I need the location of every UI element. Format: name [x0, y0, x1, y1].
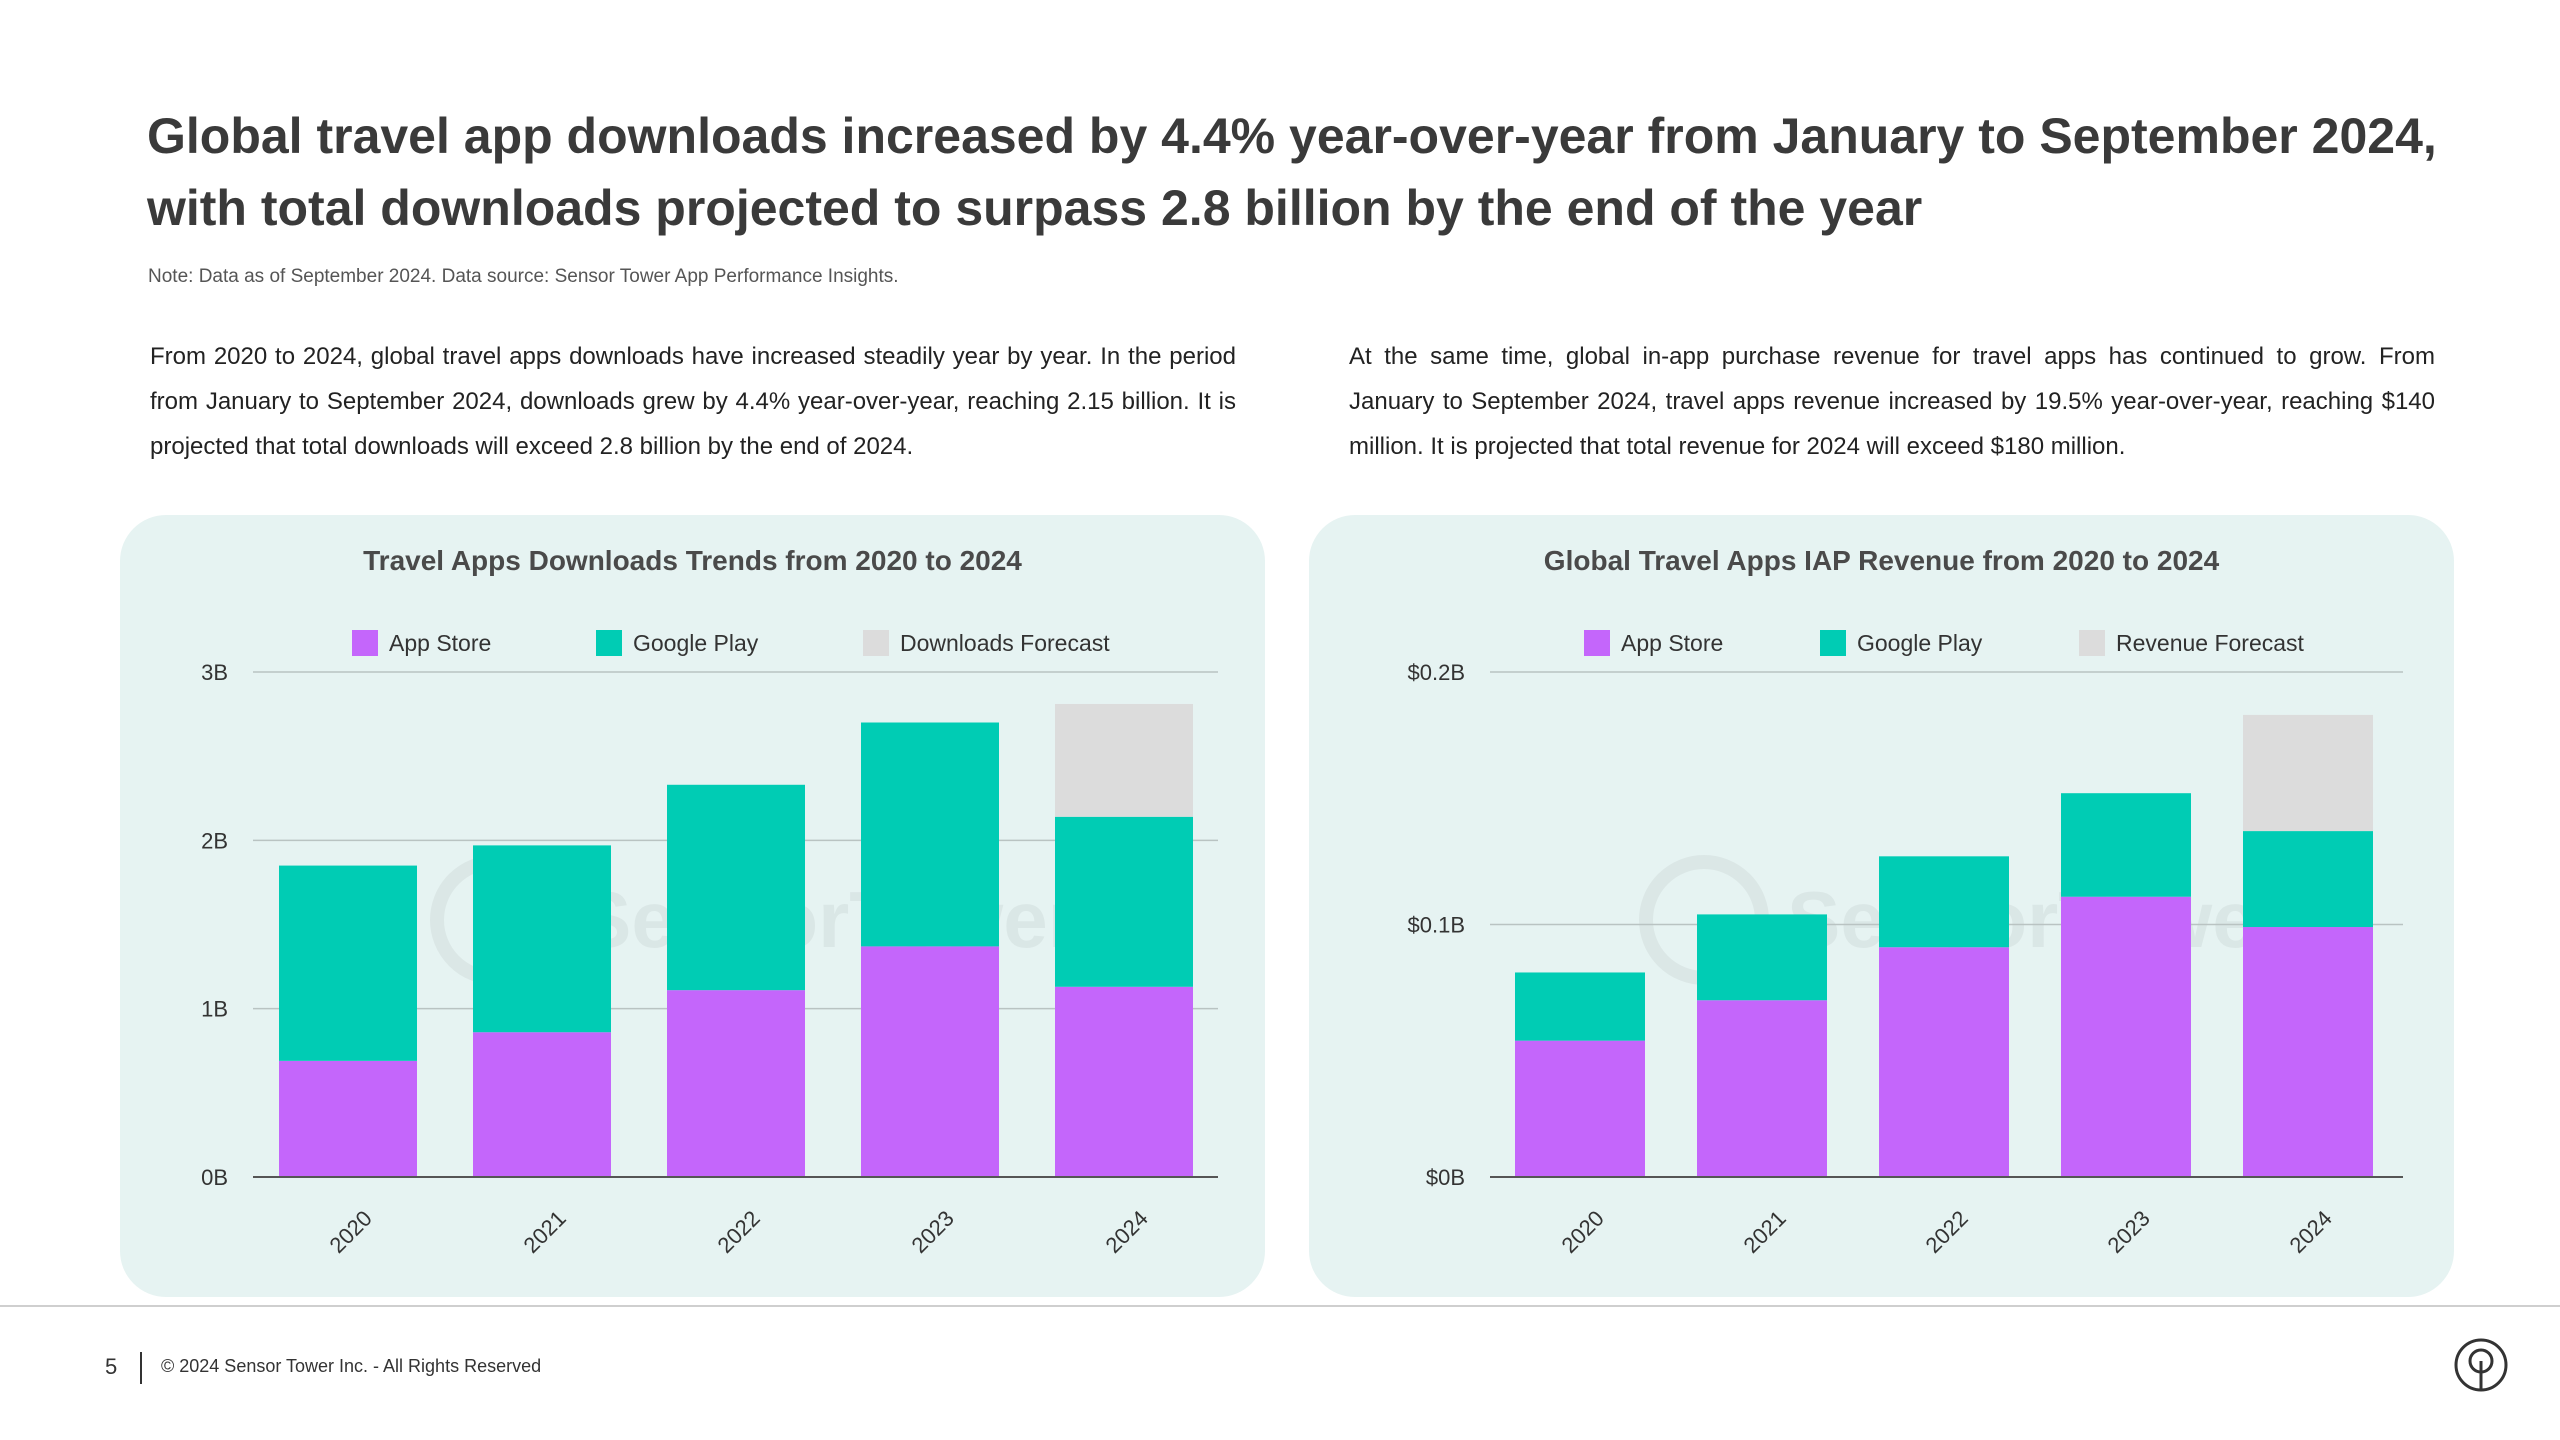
legend-label: Google Play	[633, 629, 759, 656]
bar-google-play-2023	[2061, 793, 2191, 897]
bar-google-play-2024	[2243, 831, 2373, 928]
legend-swatch-forecast	[2079, 630, 2105, 656]
bar-app-store-2022	[1879, 947, 2009, 1177]
bar-app-store-2023	[861, 946, 999, 1177]
legend-item-google-play: Google Play	[596, 623, 758, 663]
bar-google-play-2020	[1515, 972, 1645, 1041]
downloads-chart-panel: SensorTower Travel Apps Downloads Trends…	[120, 515, 1265, 1297]
x-tick-label: 2020	[1557, 1206, 1609, 1258]
bar-app-store-2024	[2243, 927, 2373, 1177]
y-tick-label: $0.1B	[1408, 913, 1466, 938]
bar-google-play-2021	[473, 845, 611, 1033]
legend-label: App Store	[1621, 629, 1724, 656]
copyright: © 2024 Sensor Tower Inc. - All Rights Re…	[161, 1356, 542, 1376]
legend-label: Google Play	[1857, 629, 1983, 656]
legend-item-forecast: Revenue Forecast	[2079, 623, 2304, 663]
bar-app-store-2024	[1055, 986, 1193, 1177]
bar-downloads-forecast-2024	[1055, 703, 1193, 817]
headline: Global travel app downloads increased by…	[147, 108, 2437, 236]
legend-swatch-forecast	[863, 630, 889, 656]
legend-item-forecast: Downloads Forecast	[863, 623, 1110, 663]
x-tick-label: 2022	[713, 1206, 765, 1258]
bar-google-play-2021	[1697, 914, 1827, 1001]
x-tick-label: 2021	[519, 1206, 571, 1258]
bar-google-play-2023	[861, 722, 999, 947]
footer-separator	[140, 1352, 142, 1384]
y-tick-label: 0B	[201, 1165, 228, 1190]
bar-google-play-2022	[667, 784, 805, 991]
y-tick-label: 2B	[201, 828, 228, 853]
footer-divider	[0, 1305, 2560, 1307]
bar-app-store-2021	[1697, 1000, 1827, 1177]
downloads-legend: App Store Google Play Downloads Forecast	[120, 623, 1265, 663]
legend-swatch-app-store	[352, 630, 378, 656]
bar-google-play-2024	[1055, 816, 1193, 987]
bar-app-store-2021	[473, 1032, 611, 1177]
data-source-note: Note: Data as of September 2024. Data so…	[148, 266, 899, 287]
legend-item-app-store: App Store	[1584, 623, 1723, 663]
downloads-chart-title: Travel Apps Downloads Trends from 2020 t…	[363, 545, 1022, 576]
page-number: 5	[105, 1354, 118, 1379]
x-tick-label: 2020	[325, 1206, 377, 1258]
y-tick-label: 1B	[201, 997, 228, 1022]
y-tick-label: $0.2B	[1408, 660, 1466, 685]
legend-label: Downloads Forecast	[900, 629, 1110, 656]
revenue-chart-title: Global Travel Apps IAP Revenue from 2020…	[1543, 545, 2220, 576]
bar-app-store-2022	[667, 990, 805, 1177]
x-tick-label: 2023	[2103, 1206, 2155, 1258]
legend-label: Revenue Forecast	[2116, 629, 2304, 656]
legend-item-google-play: Google Play	[1820, 623, 1982, 663]
bar-revenue-forecast-2024	[2243, 714, 2373, 832]
legend-item-app-store: App Store	[352, 623, 491, 663]
bar-app-store-2023	[2061, 896, 2191, 1177]
legend-label: App Store	[389, 629, 492, 656]
x-tick-label: 2021	[1739, 1206, 1791, 1258]
bar-google-play-2020	[279, 865, 417, 1061]
x-tick-label: 2022	[1921, 1206, 1973, 1258]
downloads-chart: 0B 1B 2B 3B 2020 2021 2022 2023 2024	[201, 660, 1218, 1258]
revenue-paragraph: At the same time, global in-app purchase…	[1349, 343, 2435, 460]
revenue-legend: App Store Google Play Revenue Forecast	[1309, 623, 2454, 663]
legend-swatch-app-store	[1584, 630, 1610, 656]
x-tick-label: 2024	[1101, 1206, 1153, 1258]
bar-app-store-2020	[1515, 1040, 1645, 1177]
legend-swatch-google-play	[596, 630, 622, 656]
y-tick-label: $0B	[1426, 1165, 1465, 1190]
bar-google-play-2022	[1879, 856, 2009, 948]
legend-swatch-google-play	[1820, 630, 1846, 656]
x-tick-label: 2023	[907, 1206, 959, 1258]
x-tick-label: 2024	[2285, 1206, 2337, 1258]
sensor-tower-logo-icon	[2454, 1338, 2508, 1392]
revenue-chart: $0B $0.1B $0.2B 2020 2021 2022 2023 2024	[1408, 660, 2403, 1258]
bar-app-store-2020	[279, 1060, 417, 1177]
revenue-chart-panel: SensorTower Global Travel Apps IAP Reven…	[1309, 515, 2454, 1297]
y-tick-label: 3B	[201, 660, 228, 685]
downloads-paragraph: From 2020 to 2024, global travel apps do…	[150, 343, 1236, 460]
